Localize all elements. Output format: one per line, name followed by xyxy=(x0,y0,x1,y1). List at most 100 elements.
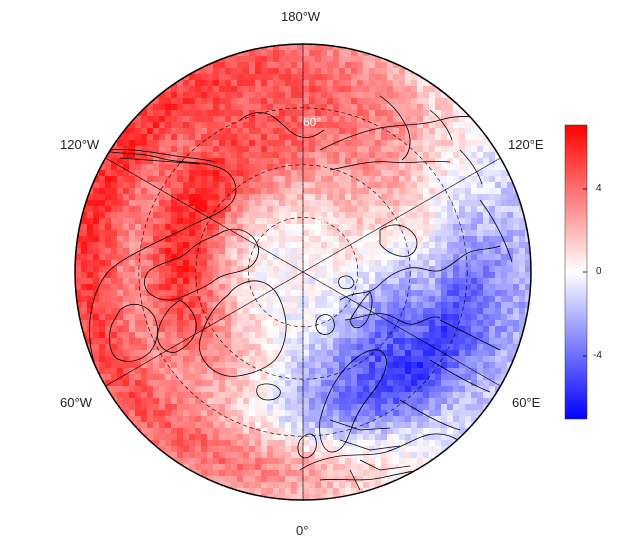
field-cell xyxy=(255,458,262,465)
field-cell xyxy=(501,248,508,255)
field-cell xyxy=(285,242,292,249)
field-cell xyxy=(507,218,514,225)
field-cell xyxy=(387,392,394,399)
field-cell xyxy=(159,446,166,453)
field-cell xyxy=(231,446,238,453)
field-cell xyxy=(393,416,400,423)
field-cell xyxy=(363,140,370,147)
field-cell xyxy=(243,314,250,321)
field-cell xyxy=(345,182,352,189)
field-cell xyxy=(447,368,454,375)
lat-label-80: 80° xyxy=(318,214,336,228)
field-cell xyxy=(519,188,526,195)
field-cell xyxy=(219,110,226,117)
field-cell xyxy=(333,194,340,201)
field-cell xyxy=(201,218,208,225)
field-cell xyxy=(189,86,196,93)
field-cell xyxy=(189,404,196,411)
field-cell xyxy=(177,278,184,285)
field-cell xyxy=(255,416,262,423)
field-cell xyxy=(357,176,364,183)
field-cell xyxy=(459,200,466,207)
field-cell xyxy=(117,416,124,423)
field-cell xyxy=(519,344,526,351)
field-cell xyxy=(381,128,388,135)
field-cell xyxy=(207,386,214,393)
field-cell xyxy=(351,398,358,405)
field-cell xyxy=(435,434,442,441)
field-cell xyxy=(243,458,250,465)
field-cell xyxy=(303,416,310,423)
field-cell xyxy=(111,164,118,171)
field-cell xyxy=(195,176,202,183)
field-cell xyxy=(297,110,304,117)
field-cell xyxy=(129,326,136,333)
field-cell xyxy=(243,74,250,81)
field-cell xyxy=(135,158,142,165)
field-cell xyxy=(405,158,412,165)
field-cell xyxy=(339,218,346,225)
field-cell xyxy=(303,266,310,273)
field-cell xyxy=(411,422,418,429)
field-cell xyxy=(447,170,454,177)
field-cell xyxy=(411,284,418,291)
field-cell xyxy=(183,218,190,225)
field-cell xyxy=(99,320,106,327)
field-cell xyxy=(291,140,298,147)
field-cell xyxy=(255,128,262,135)
field-cell xyxy=(249,50,256,57)
field-cell xyxy=(93,362,100,369)
field-cell xyxy=(411,398,418,405)
field-cell xyxy=(183,248,190,255)
field-cell xyxy=(111,254,118,261)
field-cell xyxy=(321,44,328,51)
field-cell xyxy=(207,308,214,315)
field-cell xyxy=(333,110,340,117)
field-cell xyxy=(231,176,238,183)
field-cell xyxy=(105,176,112,183)
field-cell xyxy=(441,386,448,393)
field-cell xyxy=(441,290,448,297)
field-cell xyxy=(339,152,346,159)
field-cell xyxy=(387,74,394,81)
field-cell xyxy=(249,332,256,339)
field-cell xyxy=(363,242,370,249)
field-cell xyxy=(225,134,232,141)
field-cell xyxy=(363,458,370,465)
field-cell xyxy=(309,398,316,405)
field-cell xyxy=(279,218,286,225)
field-cell xyxy=(129,206,136,213)
field-cell xyxy=(465,434,472,441)
field-cell xyxy=(399,236,406,243)
field-cell xyxy=(321,398,328,405)
field-cell xyxy=(417,176,424,183)
field-cell xyxy=(153,98,160,105)
field-cell xyxy=(123,218,130,225)
field-cell xyxy=(357,398,364,405)
field-cell xyxy=(477,182,484,189)
field-cell xyxy=(513,248,520,255)
field-cell xyxy=(255,68,262,75)
field-cell xyxy=(495,236,502,243)
field-cell xyxy=(273,62,280,69)
field-cell xyxy=(171,314,178,321)
field-cell xyxy=(279,332,286,339)
field-cell xyxy=(375,74,382,81)
field-cell xyxy=(243,104,250,111)
field-cell xyxy=(465,254,472,261)
field-cell xyxy=(207,236,214,243)
field-cell xyxy=(393,446,400,453)
field-cell xyxy=(249,134,256,141)
field-cell xyxy=(327,200,334,207)
field-cell xyxy=(429,308,436,315)
field-cell xyxy=(303,332,310,339)
field-cell xyxy=(327,176,334,183)
field-cell xyxy=(273,74,280,81)
field-cell xyxy=(261,470,268,477)
field-cell xyxy=(273,344,280,351)
field-cell xyxy=(327,320,334,327)
field-cell xyxy=(135,230,142,237)
field-cell xyxy=(201,350,208,357)
field-cell xyxy=(177,350,184,357)
field-cell xyxy=(405,62,412,69)
